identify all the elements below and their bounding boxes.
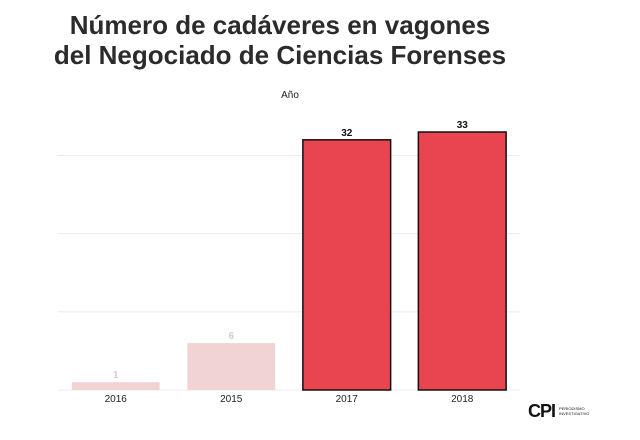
chart-title-line-2: del Negociado de Ciencias Forenses [53,40,507,70]
x-tick-label-2016: 2016 [105,394,128,405]
cpi-logo: CPI Periodismo Investigativo [528,402,599,420]
data-labels: 1 6 32 33 [113,120,468,381]
bar-2018 [417,131,507,391]
bar-2017 [302,139,392,391]
logo-mark: CPI [528,401,556,421]
x-tick-label-2018: 2018 [451,394,474,405]
chart-title-line-1: Número de cadáveres en vagones [69,10,491,40]
bar-2016 [71,382,160,390]
x-tick-label-2015: 2015 [220,394,243,405]
bars [71,131,507,391]
x-tick-label-2017: 2017 [336,394,359,405]
data-label-2015: 6 [228,331,234,342]
logo-text: Periodismo Investigativo [559,406,590,416]
data-label-2017: 32 [341,128,353,139]
data-label-2018: 33 [457,120,469,131]
bar-2015 [187,343,276,390]
x-tick-labels: 2016 2015 2017 2018 [105,394,474,405]
chart-title: Número de cadáveres en vagones del Negoc… [0,10,560,70]
data-label-2016: 1 [113,370,119,381]
axis-title: Año [281,90,299,101]
